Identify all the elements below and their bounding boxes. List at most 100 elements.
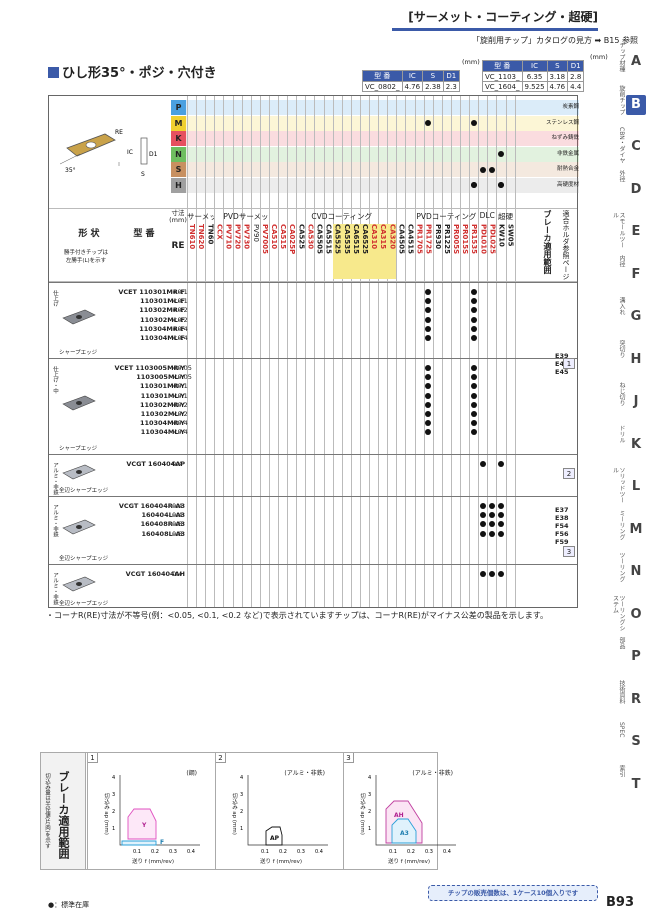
section-title: ひし形35°・ポジ・穴付き: [48, 62, 217, 81]
catalog-reference[interactable]: 「旋削用チップ」カタログの見方 ➡ B15 参照: [472, 36, 638, 45]
breaker-region: [127, 808, 157, 840]
material-row-s: S 耐熱合金: [171, 162, 579, 177]
insert-photo-icon: [62, 464, 96, 480]
side-nav-item-b[interactable]: 旋削チップ B: [610, 85, 650, 125]
side-nav-item-k[interactable]: ドリル K: [610, 425, 650, 465]
y-tick-label: 2: [112, 809, 115, 815]
side-nav-item-m[interactable]: ミーリング M: [610, 510, 650, 550]
dim-header-cell: 型 番: [482, 60, 523, 72]
stock-dot: [479, 503, 486, 509]
side-nav-item-r[interactable]: 技術資料 R: [610, 680, 650, 720]
side-nav-item-a[interactable]: チップ材種 A: [610, 42, 650, 82]
grade-name-ca510: CA510: [269, 224, 278, 250]
side-nav-item-s[interactable]: SPEC S: [610, 722, 650, 762]
breaker-badge-1[interactable]: 1: [563, 358, 575, 369]
breaker-badge-2[interactable]: 2: [563, 468, 575, 479]
holder-pages-a: E39 E40 E45: [555, 352, 569, 376]
dim-cell: 4.76: [401, 81, 424, 92]
y-tick-label: 3: [240, 792, 243, 798]
dim-header-cell: D1: [567, 60, 585, 72]
side-nav-item-h[interactable]: 突切り H: [610, 340, 650, 380]
side-nav-item-p[interactable]: 部品 P: [610, 637, 650, 677]
stock-dot: [497, 461, 504, 467]
breaker-panel-material: (鋼): [186, 770, 197, 777]
dim-header-cell: IC: [521, 60, 548, 72]
side-nav-item-d[interactable]: 外径 D: [610, 170, 650, 210]
grade-name-pdl010: PDL010: [479, 224, 488, 255]
shape-header-note: 勝手付きチップは 左勝手(L)を示す: [63, 250, 108, 264]
breaker-panel-material: (アルミ・非鉄): [284, 770, 325, 777]
grade-name-ccx: CCX: [215, 224, 224, 240]
stock-dot: [497, 512, 504, 519]
dim-cell: 3.18: [546, 71, 569, 82]
dim-header-cell: S: [422, 70, 444, 82]
breaker-panel-2: 2 (アルミ・非鉄) 切込み ap (mm) 送り f (mm/rev) 1 2 3 4 0.1…: [215, 753, 333, 869]
dim-header: 寸法 (mm): [169, 209, 187, 224]
dim-cell: 2.8: [567, 71, 585, 82]
side-nav-label: ソリッドツール: [611, 467, 626, 503]
breaker-panel-ylabel: 切込み ap (mm): [231, 793, 237, 835]
breaker-panel-number: 2: [216, 753, 226, 763]
grade-name-pr930: PR930: [433, 224, 442, 250]
dim-unit: (mm): [462, 58, 480, 66]
breaker-panel-xlabel: 送り f (mm/rev): [388, 859, 431, 865]
side-nav-item-o[interactable]: ツーリングシステム O: [610, 595, 650, 635]
side-nav-item-f[interactable]: 内径 F: [610, 255, 650, 295]
stock-dot: [470, 316, 477, 323]
stock-dot: [425, 392, 432, 399]
side-nav-item-l[interactable]: ソリッドツール L: [610, 467, 650, 507]
dim-header-cell: 型 番: [362, 70, 403, 82]
product-row-divider: [49, 564, 577, 565]
material-stock-dot: [497, 151, 504, 157]
re-list: 0.4: [172, 570, 183, 578]
grade-name-tn610: TN610: [188, 224, 197, 250]
x-tick-label: 0.2: [279, 849, 287, 855]
dim-cell: VC_1604_: [482, 81, 523, 92]
grade-column-line: [314, 96, 316, 607]
side-nav-item-c[interactable]: CBN・ダイヤ C: [610, 127, 650, 167]
stock-dot: [479, 512, 486, 519]
material-stock-dot: [425, 120, 432, 126]
page-header: [サーメット・コーティング・超硬]: [0, 6, 610, 31]
dimension-table-small: 型 番 IC S D1 VC_0802_ 4.76 2.38 2.3: [362, 70, 460, 92]
x-tick-label: 0.2: [407, 849, 415, 855]
stock-dot: [479, 461, 486, 467]
product-row-divider: [49, 454, 577, 455]
side-nav-label: CBN・ダイヤ: [618, 127, 625, 164]
model-list: VCGT 160404R-A3 160404L-A3 160408R-A3 16…: [118, 502, 185, 538]
side-nav-letter: T: [631, 776, 641, 792]
grade-name-ca025p: CA025P: [288, 224, 297, 255]
stock-dot: [470, 383, 477, 390]
row-edge-caption: 全辺シャープエッジ: [59, 488, 109, 494]
side-nav-item-e[interactable]: スモールツール E: [610, 212, 650, 252]
grade-column-line: [223, 96, 225, 607]
re-list: 0.4 0.4 0.8 0.8: [172, 502, 183, 538]
grade-name-ca5535: CA5535: [341, 224, 351, 279]
side-nav-item-n[interactable]: ツーリング N: [610, 552, 650, 592]
side-nav-letter: A: [630, 54, 642, 69]
stock-dot: [425, 316, 432, 323]
grade-column-line: [514, 96, 516, 607]
insert-dimension-drawing: 35° RE IC D1 S: [59, 129, 158, 178]
dim-cell: 6.35: [521, 71, 548, 82]
side-nav-label: 外径: [618, 169, 625, 182]
grade-name-pr015s: PR015S: [461, 224, 470, 255]
breaker-panel-3: 3 (アルミ・非鉄) 切込み ap (mm) 送り f (mm/rev) 1 2 3 4 0.1…: [343, 753, 461, 869]
stock-dot: [470, 374, 477, 381]
stock-dot: [470, 298, 477, 305]
side-nav-item-g[interactable]: 溝入れ G: [610, 297, 650, 337]
header-rule: [392, 28, 598, 31]
side-nav-item-t[interactable]: 索引 T: [610, 765, 650, 805]
material-name: 非鉄金属: [556, 150, 579, 157]
x-tick-label: 0.3: [297, 849, 305, 855]
header-bottom-line: [49, 281, 577, 282]
breaker-region-label: AP: [270, 835, 280, 842]
side-nav-item-j[interactable]: ねじ切り J: [610, 382, 650, 422]
x-tick-label: 0.1: [389, 849, 397, 855]
dim-header-cell: D1: [442, 70, 460, 82]
y-tick-label: 1: [368, 826, 371, 832]
side-nav-letter: J: [633, 394, 639, 409]
stock-dot: [470, 401, 477, 408]
grade-column-line: [405, 96, 407, 607]
breaker-badge-3[interactable]: 3: [563, 546, 575, 557]
